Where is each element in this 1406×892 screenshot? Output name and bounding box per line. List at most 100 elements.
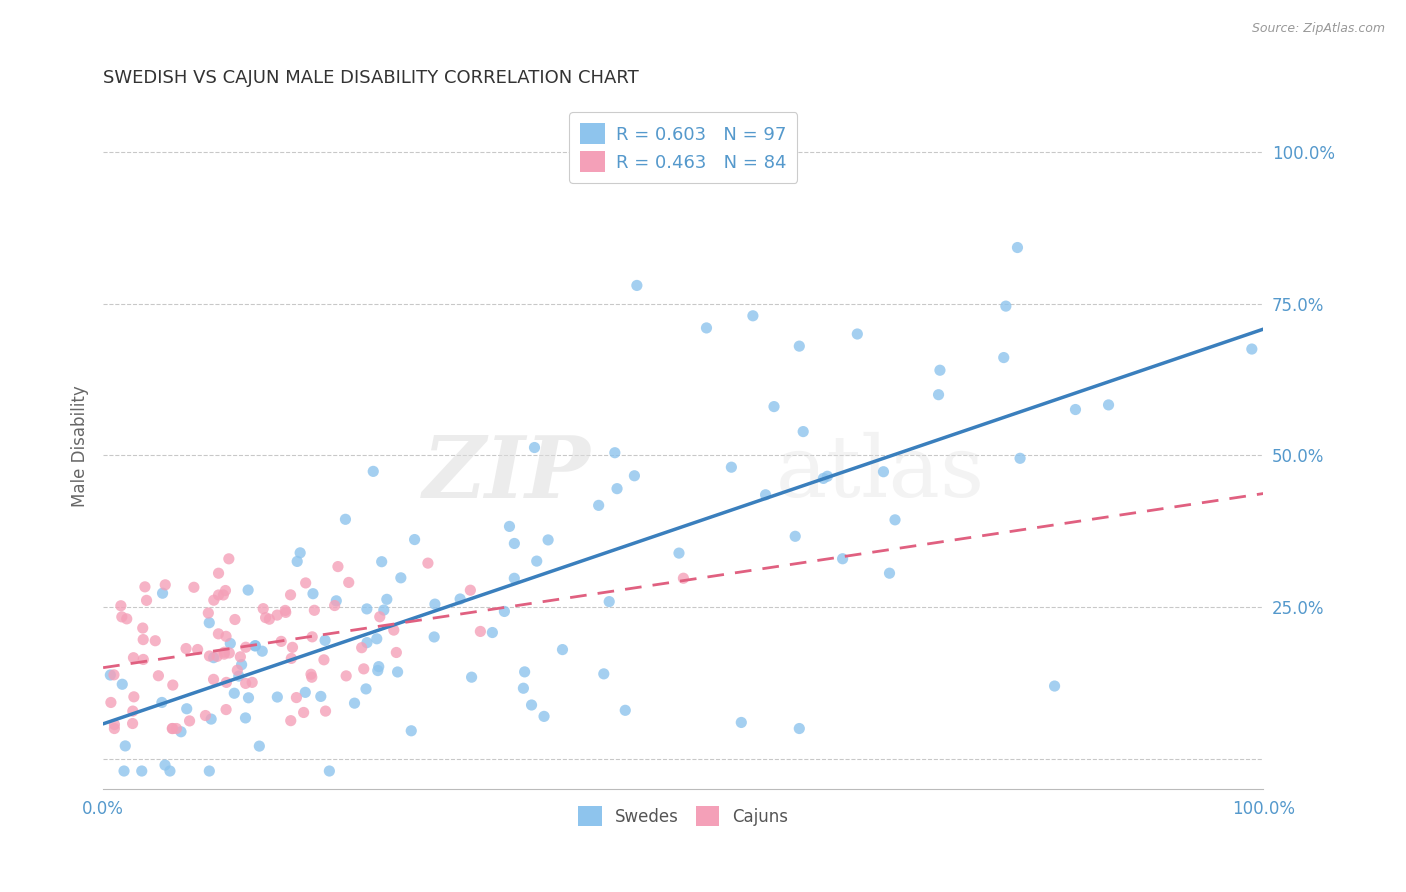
Point (537, 533, 560, 547)
Point (274, 606, 297, 620)
Point (122, 690, 145, 704)
Point (399, 723, 422, 738)
Point (219, 636, 242, 650)
Text: SWEDISH VS CAJUN MALE DISABILITY CORRELATION CHART: SWEDISH VS CAJUN MALE DISABILITY CORRELA… (103, 69, 638, 87)
Point (114, 739, 136, 753)
Point (294, 685, 316, 699)
Point (170, 724, 193, 739)
Point (592, 666, 614, 681)
Point (626, 278, 648, 293)
Point (481, 625, 503, 640)
Point (404, 533, 426, 547)
Point (150, 696, 173, 710)
Point (423, 597, 446, 611)
Point (162, 722, 184, 736)
Point (603, 446, 626, 460)
Point (231, 657, 253, 672)
Point (315, 704, 337, 718)
Point (846, 326, 869, 341)
Point (252, 601, 274, 615)
Point (815, 469, 838, 483)
Point (741, 309, 763, 323)
Point (309, 690, 332, 704)
Point (122, 650, 145, 665)
Point (872, 465, 894, 479)
Point (368, 609, 391, 624)
Point (1043, 679, 1066, 693)
Point (205, 649, 228, 664)
Point (668, 546, 690, 560)
Point (423, 630, 446, 644)
Point (361, 464, 384, 478)
Point (325, 594, 347, 608)
Point (121, 716, 143, 731)
Point (385, 645, 408, 659)
Point (588, 499, 610, 513)
Point (533, 709, 555, 723)
Point (354, 681, 377, 696)
Point (228, 669, 250, 683)
Point (111, 677, 134, 691)
Point (288, 546, 311, 560)
Point (215, 675, 238, 690)
Point (159, 764, 181, 778)
Point (236, 582, 259, 597)
Point (207, 566, 229, 581)
Point (326, 559, 349, 574)
Point (218, 551, 240, 566)
Point (214, 645, 236, 659)
Point (162, 678, 184, 692)
Point (614, 703, 637, 717)
Point (280, 651, 302, 665)
Point (366, 632, 388, 646)
Point (382, 623, 405, 637)
Point (994, 299, 1017, 313)
Point (294, 576, 316, 591)
Point (879, 566, 901, 581)
Point (115, 612, 138, 626)
Point (460, 583, 482, 598)
Point (245, 639, 267, 653)
Point (370, 555, 392, 569)
Point (121, 704, 143, 718)
Point (884, 513, 907, 527)
Point (183, 580, 205, 594)
Point (416, 556, 439, 570)
Point (503, 571, 526, 585)
Point (301, 630, 323, 644)
Point (1064, 402, 1087, 417)
Point (207, 627, 229, 641)
Point (111, 610, 134, 624)
Point (1240, 342, 1263, 356)
Point (494, 604, 516, 618)
Point (498, 519, 520, 533)
Point (335, 669, 357, 683)
Point (343, 696, 366, 710)
Y-axis label: Male Disability: Male Disability (72, 385, 89, 508)
Point (218, 646, 240, 660)
Point (235, 711, 257, 725)
Point (302, 587, 325, 601)
Point (100, 696, 122, 710)
Point (224, 686, 246, 700)
Point (202, 673, 225, 687)
Point (520, 698, 543, 712)
Point (285, 690, 308, 705)
Point (598, 594, 620, 608)
Point (197, 606, 219, 620)
Point (198, 764, 221, 778)
Point (103, 722, 125, 736)
Point (831, 551, 853, 566)
Point (755, 488, 778, 502)
Text: atlas: atlas (776, 432, 986, 516)
Point (280, 588, 302, 602)
Point (226, 663, 249, 677)
Point (153, 758, 176, 772)
Point (103, 717, 125, 731)
Point (993, 351, 1015, 365)
Point (720, 460, 742, 475)
Point (792, 425, 814, 439)
Point (112, 764, 135, 778)
Point (512, 681, 534, 696)
Point (353, 662, 375, 676)
